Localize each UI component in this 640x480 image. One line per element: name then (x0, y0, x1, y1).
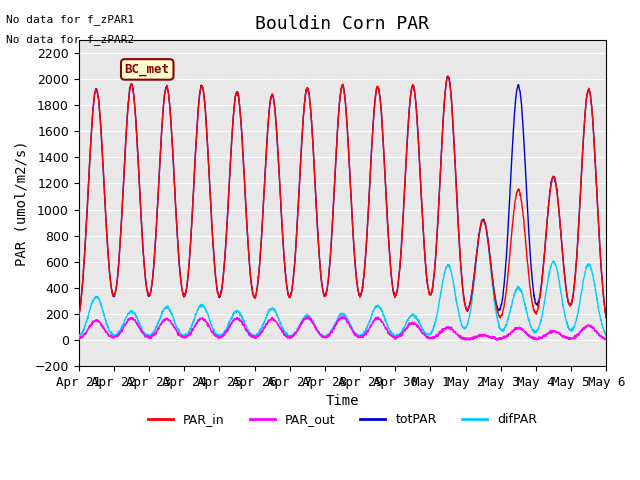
PAR_out (461, 337, 469, 343)
difPAR (358, 332, 365, 337)
Text: No data for f_zPAR1: No data for f_zPAR1 (6, 14, 134, 25)
PAR_in (602, 315, 610, 321)
Text: BC_met: BC_met (125, 63, 170, 76)
difPAR (479, 216, 486, 222)
difPAR (75, 334, 83, 340)
totPAR (369, 125, 377, 131)
PAR_in (369, 126, 377, 132)
totPAR (556, 217, 564, 223)
X-axis label: Time: Time (326, 394, 359, 408)
PAR_in (571, 281, 579, 287)
PAR_in (358, 291, 365, 297)
Line: PAR_in: PAR_in (79, 76, 606, 319)
difPAR (369, 308, 377, 314)
totPAR (602, 315, 610, 321)
Y-axis label: PAR (umol/m2/s): PAR (umol/m2/s) (15, 140, 29, 266)
totPAR (358, 289, 365, 295)
totPAR (444, 73, 451, 79)
Line: PAR_out: PAR_out (79, 316, 606, 340)
difPAR (602, 333, 610, 338)
Title: Bouldin Corn PAR: Bouldin Corn PAR (255, 15, 429, 33)
PAR_out (75, 336, 83, 342)
PAR_in (222, 241, 230, 247)
totPAR (75, 315, 83, 321)
difPAR (75, 336, 83, 341)
PAR_out (571, 333, 579, 338)
PAR_in (444, 73, 452, 79)
PAR_out (556, 331, 564, 337)
totPAR (222, 241, 230, 247)
PAR_out (496, 336, 504, 342)
difPAR (496, 325, 504, 331)
PAR_in (75, 316, 83, 322)
PAR_out (602, 336, 610, 342)
difPAR (222, 327, 230, 333)
Text: No data for f_zPAR2: No data for f_zPAR2 (6, 34, 134, 45)
Line: difPAR: difPAR (79, 219, 606, 338)
PAR_in (496, 314, 504, 320)
PAR_out (304, 313, 312, 319)
PAR_out (358, 334, 365, 340)
difPAR (556, 285, 564, 291)
Line: totPAR: totPAR (79, 76, 606, 318)
totPAR (571, 281, 579, 287)
Legend: PAR_in, PAR_out, totPAR, difPAR: PAR_in, PAR_out, totPAR, difPAR (143, 408, 542, 432)
difPAR (571, 323, 579, 328)
totPAR (496, 306, 504, 312)
PAR_out (369, 320, 377, 325)
PAR_out (222, 329, 230, 335)
PAR_in (556, 217, 564, 223)
